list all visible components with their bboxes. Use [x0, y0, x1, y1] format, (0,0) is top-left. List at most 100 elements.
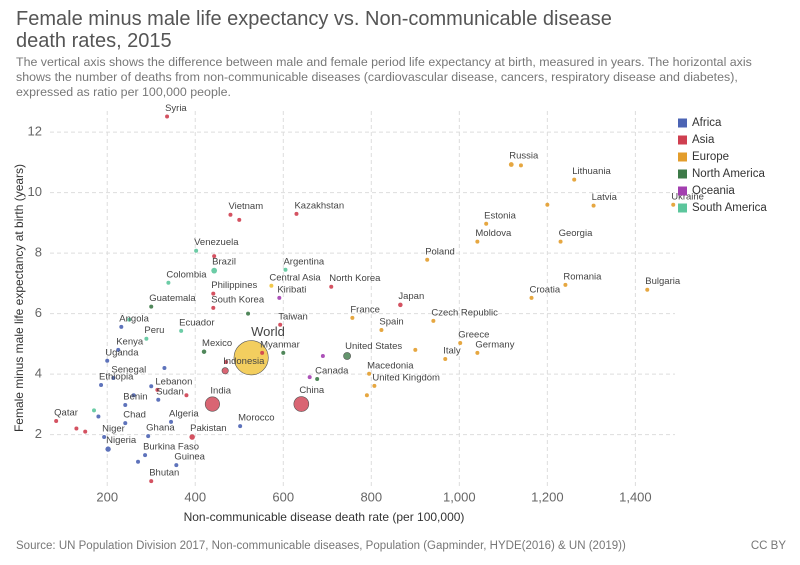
data-point [246, 311, 251, 316]
data-point [184, 393, 189, 398]
data-point [320, 353, 325, 358]
data-point [237, 217, 242, 222]
data-point [212, 254, 217, 259]
point-label: Peru [144, 325, 164, 336]
point-label: United Kingdom [372, 372, 440, 383]
data-point [211, 267, 218, 274]
data-point [74, 426, 79, 431]
point-label: Spain [379, 316, 403, 327]
point-label: Ghana [146, 423, 175, 434]
point-label: Senegal [111, 365, 146, 376]
data-point [105, 358, 110, 363]
data-point [127, 317, 132, 322]
data-point [136, 459, 141, 464]
data-point [111, 376, 116, 381]
point-label: Georgia [559, 228, 594, 239]
data-point [367, 371, 372, 376]
data-point [233, 340, 269, 376]
point-label: Guatemala [149, 293, 196, 304]
y-tick-label: 10 [28, 184, 42, 199]
point-label: South Korea [211, 294, 265, 305]
legend-label: Europe [692, 151, 729, 163]
data-point [329, 284, 334, 289]
point-label: Qatar [54, 407, 78, 418]
data-point [425, 257, 430, 262]
data-point [379, 327, 384, 332]
data-point [563, 282, 568, 287]
data-point [156, 397, 161, 402]
point-label: Moldova [475, 228, 512, 239]
point-label: Romania [563, 271, 602, 282]
legend-label: South America [692, 202, 767, 214]
point-label: Ukraine [671, 191, 704, 202]
point-label: Angola [119, 313, 149, 324]
data-point [372, 383, 377, 388]
data-point [201, 349, 207, 354]
point-label: Burkina Faso [143, 442, 199, 453]
point-label: Russia [509, 151, 539, 162]
data-point [343, 352, 351, 360]
data-point [591, 203, 596, 208]
data-point [149, 304, 154, 309]
data-point [350, 315, 355, 320]
point-label: Argentina [283, 256, 324, 267]
legend-label: Asia [692, 134, 715, 146]
data-point [484, 221, 489, 226]
data-point [545, 202, 550, 207]
x-tick-label: 600 [272, 489, 294, 504]
data-point [572, 177, 577, 182]
point-label: Indonesia [223, 356, 265, 367]
data-point [458, 340, 463, 345]
point-label: Philippines [211, 280, 257, 291]
data-point [102, 435, 107, 440]
point-label: Poland [425, 246, 455, 257]
point-label: Uganda [105, 347, 139, 358]
data-point [165, 114, 170, 119]
point-label: China [299, 385, 325, 396]
data-point [475, 350, 480, 355]
legend-swatch [678, 203, 687, 213]
point-label: Vietnam [228, 201, 263, 212]
point-label: Sudan [156, 386, 183, 397]
data-point [116, 347, 121, 352]
point-label: Italy [443, 345, 461, 356]
data-point [119, 324, 124, 329]
point-label: Greece [458, 329, 489, 340]
data-point [99, 382, 104, 387]
data-point [529, 295, 534, 300]
data-point [166, 280, 171, 285]
data-point [149, 479, 154, 484]
point-label: North Korea [329, 273, 381, 284]
data-point [92, 408, 97, 413]
data-point [211, 291, 216, 296]
data-point [671, 202, 676, 207]
data-point [518, 163, 523, 168]
point-label: Algeria [169, 408, 199, 419]
legend-label: North America [692, 168, 765, 180]
data-point [131, 393, 136, 398]
point-label: Venezuela [194, 237, 239, 248]
data-point [189, 434, 195, 440]
data-point [238, 424, 243, 429]
data-point [224, 360, 229, 365]
data-point [144, 336, 149, 341]
legend-swatch [678, 118, 687, 128]
data-point [413, 347, 418, 352]
data-point [294, 211, 299, 216]
point-label: Germany [475, 339, 514, 350]
point-label: Lithuania [572, 166, 611, 177]
data-point [83, 429, 88, 434]
x-tick-label: 1,200 [531, 489, 564, 504]
data-point [194, 248, 199, 253]
data-point [123, 402, 128, 407]
point-label: Ecuador [179, 317, 214, 328]
point-label: Kiribati [277, 284, 306, 295]
point-label: Macedonia [367, 360, 414, 371]
data-point [105, 446, 111, 452]
x-tick-label: 1,000 [443, 489, 476, 504]
point-label: Lebanon [155, 376, 192, 387]
data-point [315, 376, 320, 381]
license: CC BY [751, 540, 786, 552]
data-point [398, 302, 403, 308]
data-point [162, 366, 167, 371]
